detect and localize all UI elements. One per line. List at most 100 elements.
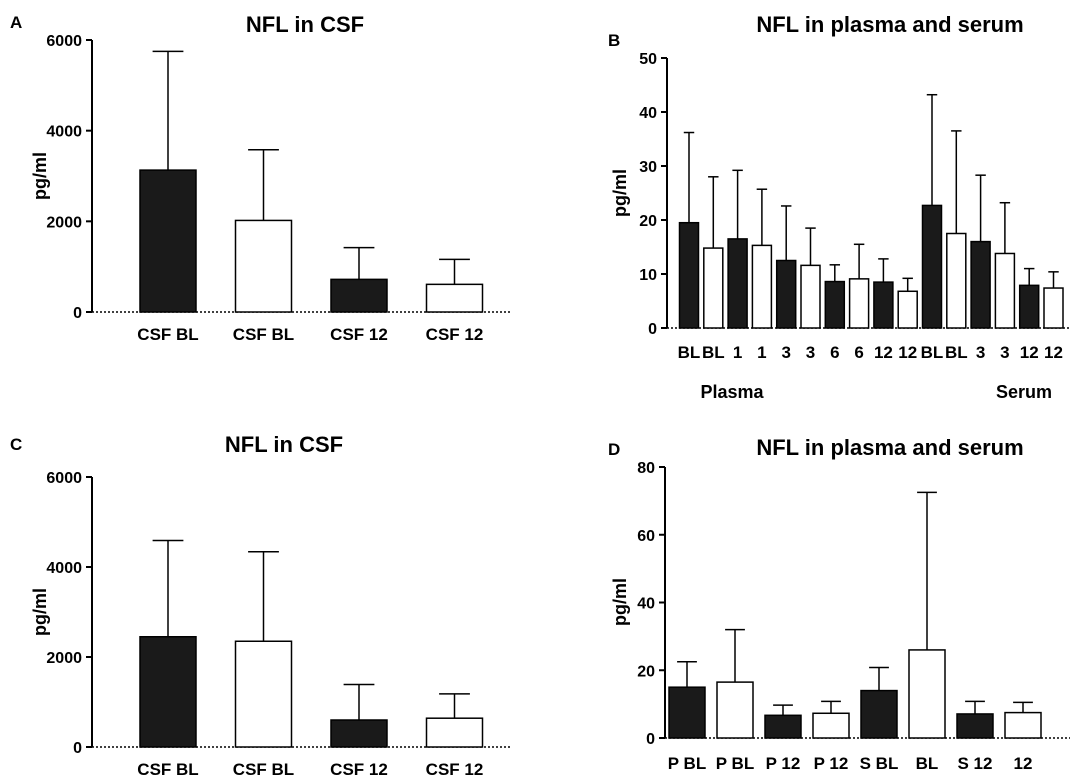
y-tick-label: 2000 (46, 214, 82, 231)
bar (897, 290, 918, 329)
x-tick-label: 3 (976, 343, 985, 362)
y-tick-label: 50 (639, 51, 657, 68)
panel-letter: A (10, 13, 22, 32)
bar (330, 719, 388, 748)
x-tick-label: CSF 12 (426, 760, 484, 779)
y-tick-label: 40 (639, 105, 657, 122)
x-tick-label: CSF BL (233, 325, 294, 344)
x-tick-label: 12 (1014, 754, 1033, 773)
y-tick-label: 20 (639, 213, 657, 230)
bar (139, 169, 197, 313)
bar (764, 714, 802, 739)
y-tick-label: 0 (648, 321, 657, 338)
x-tick-label: S BL (860, 754, 899, 773)
y-axis-label: pg/ml (610, 578, 630, 626)
chart-title: NFL in CSF (246, 12, 364, 37)
bar (946, 232, 967, 329)
bar (139, 636, 197, 748)
panel-letter: C (10, 435, 22, 454)
chart-title: NFL in plasma and serum (756, 12, 1023, 37)
x-tick-label: S 12 (958, 754, 993, 773)
bar (716, 681, 754, 739)
bar (668, 686, 706, 739)
y-axis-label: pg/ml (30, 588, 50, 636)
panel-letter: D (608, 440, 620, 459)
bar (824, 280, 846, 329)
bar (908, 649, 946, 739)
y-tick-label: 2000 (46, 650, 82, 667)
x-tick-label: P 12 (814, 754, 849, 773)
bar (812, 712, 850, 739)
x-tick-label: 3 (806, 343, 815, 362)
bar (234, 219, 293, 313)
y-axis-label: pg/ml (610, 169, 630, 217)
x-tick-label: P BL (668, 754, 706, 773)
x-tick-label: BL (678, 343, 701, 362)
group-label: Plasma (700, 382, 764, 402)
bar (775, 259, 797, 329)
x-tick-label: 1 (733, 343, 742, 362)
x-tick-label: CSF 12 (330, 325, 388, 344)
x-tick-label: 12 (1020, 343, 1039, 362)
y-tick-label: 60 (637, 528, 655, 545)
y-tick-label: 20 (637, 663, 655, 680)
y-tick-label: 0 (646, 731, 655, 748)
y-tick-label: 4000 (46, 560, 82, 577)
x-tick-label: CSF BL (137, 760, 198, 779)
bar (970, 240, 991, 329)
chart-panel-b: B NFL in plasma and serum pg/ml 0 10 20 30 40 50… (608, 12, 1070, 402)
bar (1018, 284, 1040, 329)
bar (848, 278, 870, 329)
y-axis-label: pg/ml (30, 152, 50, 200)
x-tick-label: 12 (874, 343, 893, 362)
x-tick-label: P BL (716, 754, 754, 773)
bar (860, 689, 898, 739)
x-tick-label: CSF BL (233, 760, 294, 779)
chart-panel-c: C NFL in CSF pg/ml 0 2000 4000 6000 CSF BL CSF B… (10, 432, 510, 779)
bar (678, 221, 700, 329)
y-tick-label: 4000 (46, 124, 82, 141)
panel-letter: B (608, 31, 620, 50)
group-label: Serum (996, 382, 1052, 402)
y-tick-label: 40 (637, 596, 655, 613)
bar (330, 278, 388, 313)
bar (703, 247, 724, 329)
x-tick-label: 12 (898, 343, 917, 362)
chart-title: NFL in plasma and serum (756, 435, 1023, 460)
chart-title: NFL in CSF (225, 432, 343, 457)
x-tick-label: 6 (854, 343, 863, 362)
x-tick-label: BL (702, 343, 725, 362)
bar (727, 238, 748, 329)
x-tick-label: CSF 12 (426, 325, 484, 344)
x-tick-label: 6 (830, 343, 839, 362)
x-tick-label: BL (921, 343, 944, 362)
chart-panel-a: A NFL in CSF pg/ml 0 2000 4000 6000 CSF BL CSF B… (10, 12, 510, 344)
bar (994, 252, 1016, 329)
bar (234, 640, 293, 748)
bar (1043, 287, 1064, 329)
bar (921, 204, 943, 329)
bar (956, 713, 994, 739)
y-tick-label: 30 (639, 159, 657, 176)
x-tick-label: CSF 12 (330, 760, 388, 779)
y-tick-label: 6000 (46, 33, 82, 50)
y-tick-label: 10 (639, 267, 657, 284)
x-tick-label: 3 (781, 343, 790, 362)
y-tick-label: 0 (73, 740, 82, 757)
x-tick-label: CSF BL (137, 325, 198, 344)
x-tick-label: BL (945, 343, 968, 362)
y-tick-label: 80 (637, 460, 655, 477)
bar (751, 244, 773, 329)
x-tick-label: P 12 (766, 754, 801, 773)
chart-panel-d: D NFL in plasma and serum pg/ml 0 20 40 60 80 P … (608, 435, 1070, 773)
bar (1004, 711, 1042, 739)
y-tick-label: 6000 (46, 470, 82, 487)
bar (873, 281, 894, 329)
x-tick-label: BL (916, 754, 939, 773)
y-tick-label: 0 (73, 305, 82, 322)
bar (425, 283, 484, 313)
x-tick-label: 1 (757, 343, 766, 362)
bar (425, 717, 484, 748)
x-tick-label: 3 (1000, 343, 1009, 362)
